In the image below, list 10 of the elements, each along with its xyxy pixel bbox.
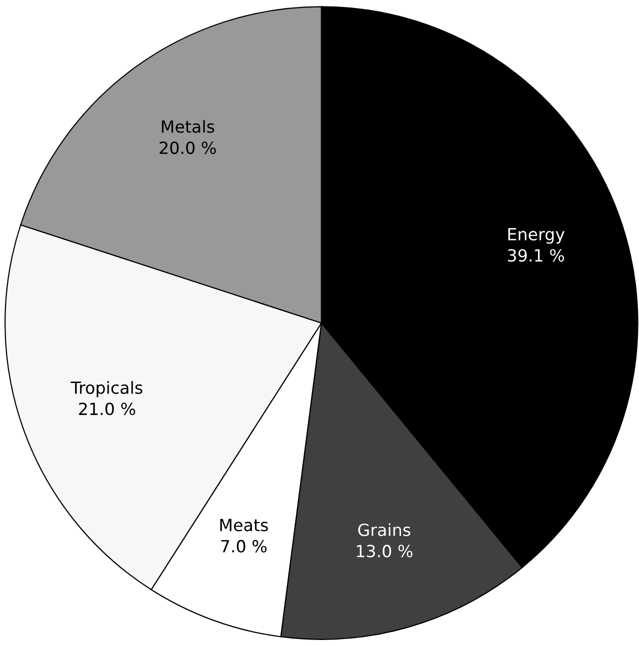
slice-label: Grains: [358, 523, 410, 536]
data-label: 21.0 %: [79, 402, 136, 416]
slice-label: Energy: [508, 228, 565, 244]
data-label: 39.1 %: [508, 249, 564, 262]
slice-label: Metals: [162, 120, 214, 133]
slice-label: Tropicals: [70, 381, 142, 398]
data-label: 20.0 %: [160, 141, 216, 154]
data-label: 7.0 %: [221, 540, 267, 553]
slice-label: Meats: [220, 518, 268, 532]
data-label: 13.0 %: [356, 544, 412, 558]
